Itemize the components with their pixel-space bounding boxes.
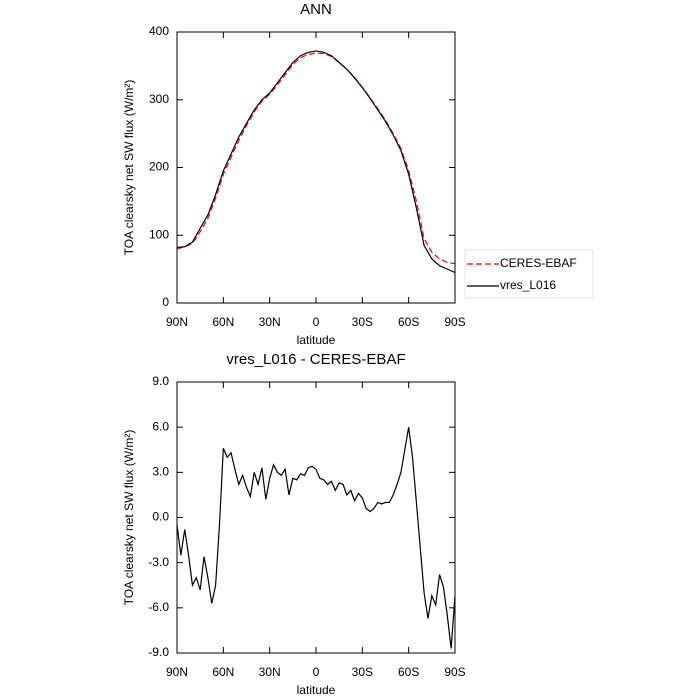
x-tick-label: 90S — [444, 665, 465, 679]
chart-title: vres_L016 - CERES-EBAF — [226, 351, 405, 368]
x-tick-label: 30N — [259, 315, 281, 329]
x-tick-label: 0 — [313, 315, 320, 329]
x-axis-label: latitude — [297, 333, 336, 347]
x-tick-label: 30S — [352, 665, 373, 679]
x-tick-label: 60N — [212, 315, 234, 329]
x-tick-label: 90N — [166, 665, 188, 679]
y-tick-label: 200 — [149, 160, 169, 174]
y-tick-label: 9.0 — [152, 374, 169, 388]
legend-label: vres_L016 — [500, 278, 556, 292]
x-tick-label: 90S — [444, 315, 465, 329]
plot-frame — [176, 381, 456, 654]
y-tick-label: 100 — [149, 227, 169, 241]
x-tick-label: 60S — [398, 315, 419, 329]
plot-frame — [176, 31, 456, 304]
data-line — [176, 427, 456, 649]
y-tick-label: 6.0 — [152, 419, 169, 433]
x-tick-label: 30N — [259, 665, 281, 679]
x-axis-label: latitude — [297, 683, 336, 697]
chart-title: ANN — [300, 1, 332, 18]
y-tick-label: -3.0 — [148, 555, 169, 569]
y-tick-label: 0.0 — [152, 510, 169, 524]
y-tick-label: 400 — [149, 24, 169, 38]
legend-label: CERES-EBAF — [500, 256, 577, 270]
y-tick-label: 0 — [162, 295, 169, 309]
x-tick-label: 60N — [212, 665, 234, 679]
y-tick-label: 3.0 — [152, 465, 169, 479]
y-tick-label: 300 — [149, 92, 169, 106]
y-tick-label: -9.0 — [148, 645, 169, 659]
y-axis-label: TOA clearsky net SW flux (W/m²) — [122, 80, 136, 256]
x-tick-label: 90N — [166, 315, 188, 329]
x-tick-label: 30S — [352, 315, 373, 329]
data-line — [176, 50, 456, 274]
x-tick-label: 0 — [313, 665, 320, 679]
legend-box — [464, 249, 594, 299]
y-tick-label: -6.0 — [148, 600, 169, 614]
x-tick-label: 60S — [398, 665, 419, 679]
y-axis-label: TOA clearsky net SW flux (W/m²) — [122, 430, 136, 606]
data-line — [176, 52, 456, 265]
